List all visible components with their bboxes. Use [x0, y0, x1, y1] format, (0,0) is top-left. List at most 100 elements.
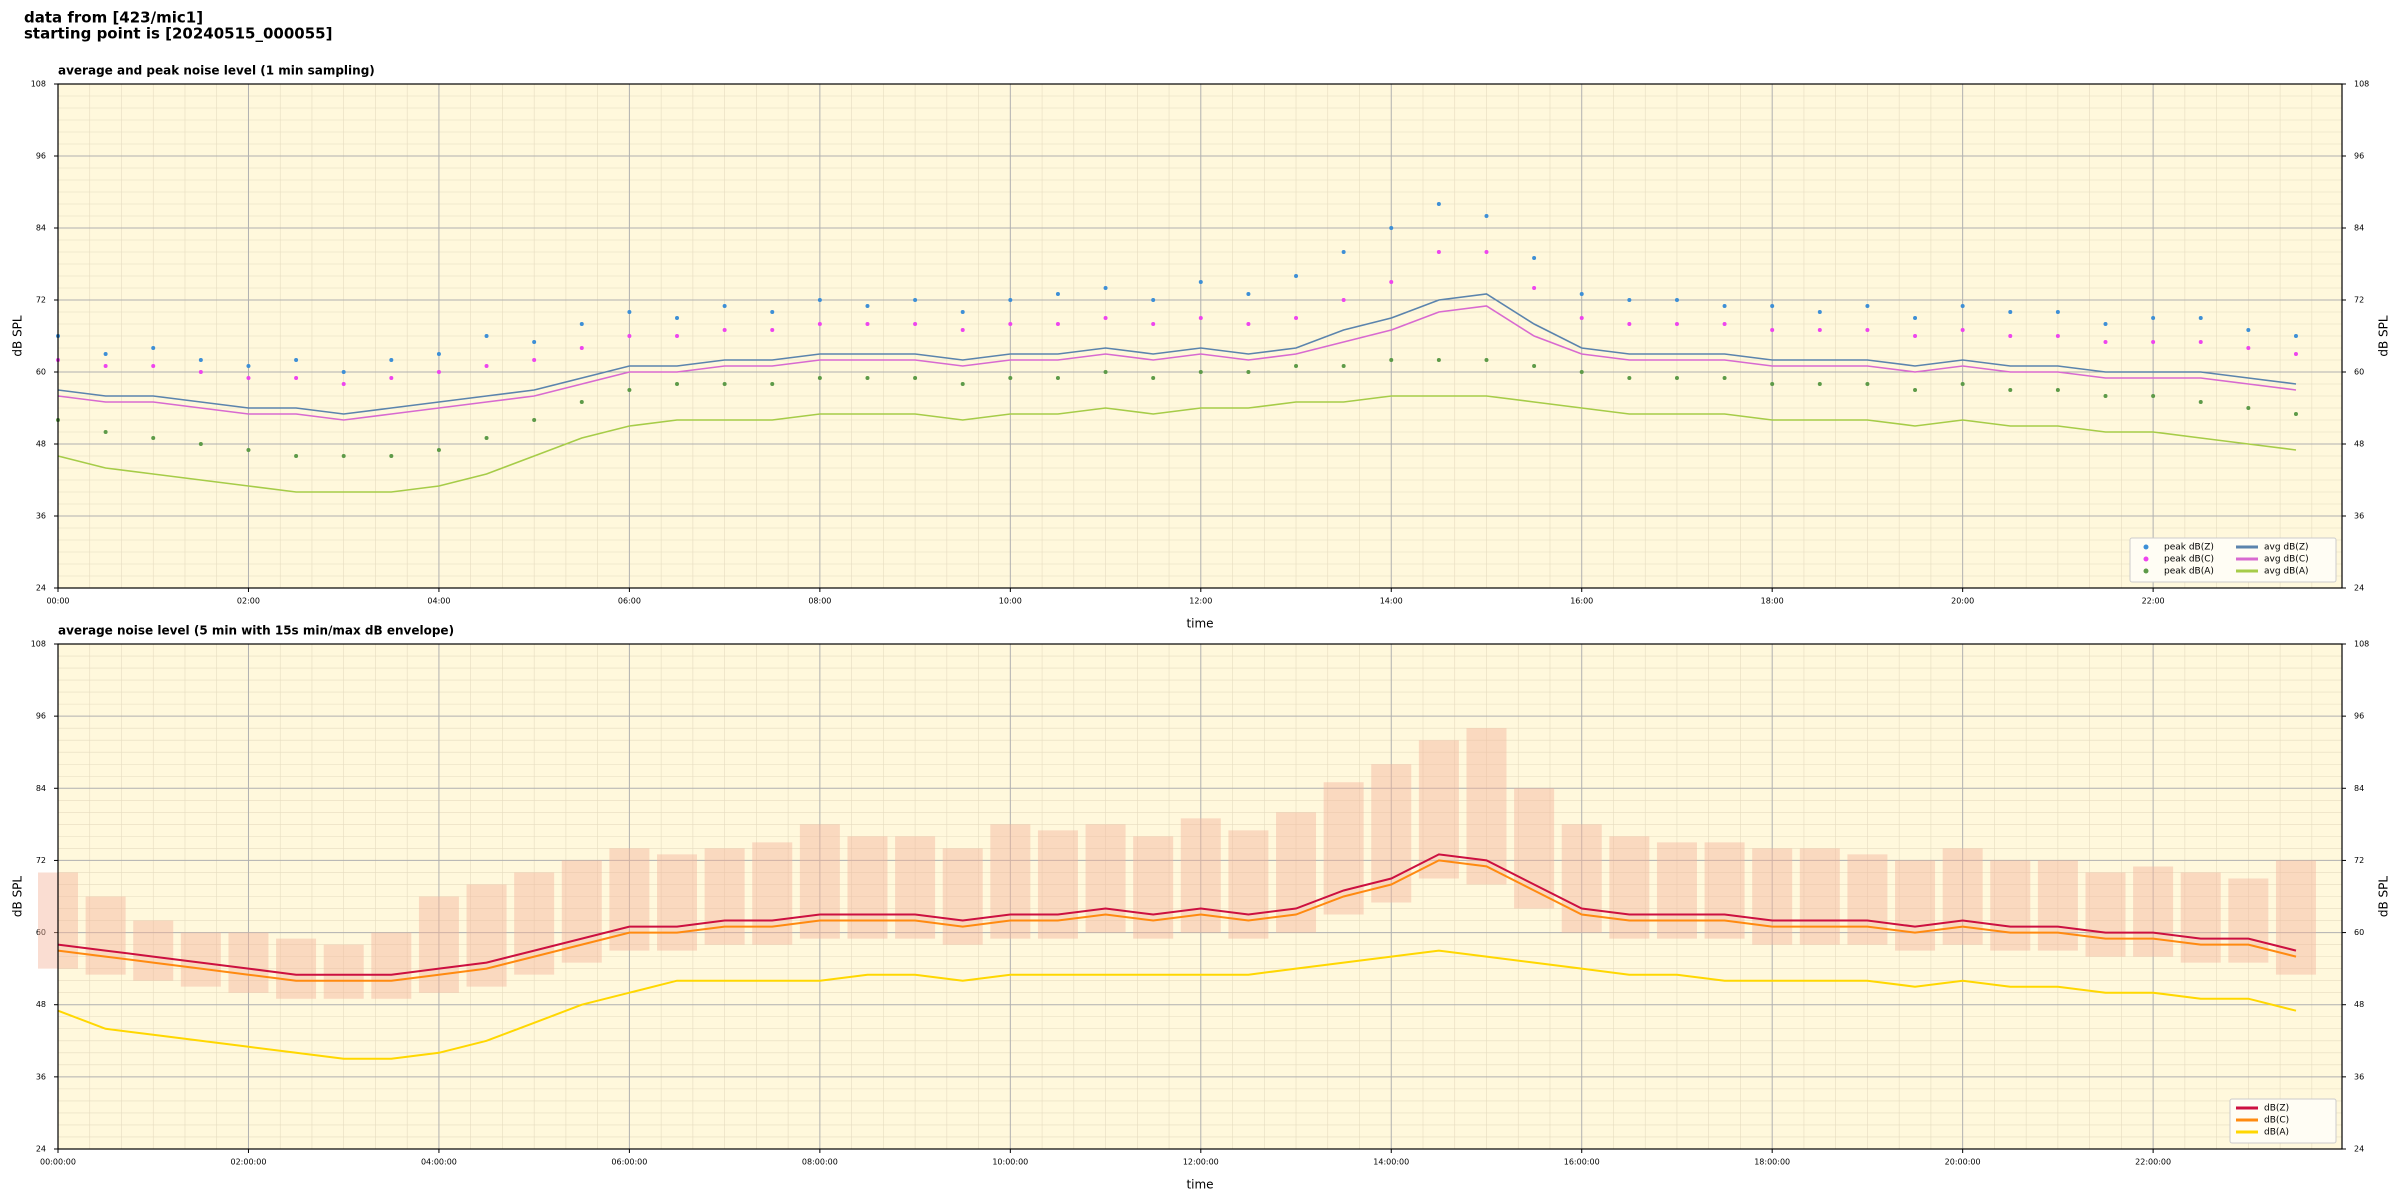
x-tick-label: 04:00: [427, 597, 450, 606]
x-tick-label: 20:00:00: [1945, 1158, 1981, 1167]
legend-label: avg dB(A): [2264, 567, 2308, 577]
peak-point: [1341, 250, 1346, 254]
legend-marker: [2143, 556, 2149, 562]
peak-point: [1484, 358, 1489, 362]
peak-point: [579, 400, 584, 404]
peak-point: [1341, 364, 1346, 368]
peak-point: [817, 298, 822, 302]
peak-point: [1674, 298, 1679, 302]
peak-point: [1198, 316, 1203, 320]
y-tick-label: 36: [36, 1072, 46, 1081]
peak-point: [1674, 376, 1679, 380]
peak-point: [2103, 394, 2108, 398]
peak-point: [2151, 340, 2156, 344]
peak-point: [960, 382, 965, 386]
peak-point: [294, 376, 299, 380]
peak-point: [2103, 322, 2108, 326]
peak-point: [2151, 316, 2156, 320]
y-tick-label: 36: [2354, 1072, 2364, 1081]
peak-point: [722, 328, 727, 332]
series-line: [57, 305, 2297, 421]
peak-point: [865, 376, 870, 380]
x-tick-label: 00:00:00: [40, 1158, 76, 1167]
y-tick-label: 48: [2354, 1000, 2364, 1009]
y-tick-label: 108: [31, 80, 46, 89]
peak-point: [1008, 376, 1013, 380]
peak-point: [103, 352, 108, 356]
peak-point: [1151, 376, 1156, 380]
y-tick-label: 84: [36, 784, 46, 793]
y-tick-label: 72: [2354, 296, 2364, 305]
peak-point: [1294, 316, 1299, 320]
peak-point: [1770, 304, 1775, 308]
plot-frame: [57, 83, 2343, 589]
peak-point: [865, 304, 870, 308]
peak-point: [246, 448, 251, 452]
peak-point: [1484, 214, 1489, 218]
peak-point: [389, 358, 394, 362]
y-tick-label: 24: [36, 1145, 46, 1154]
x-tick-label: 22:00:00: [2135, 1158, 2171, 1167]
legend-label: dB(C): [2264, 1116, 2289, 1126]
y-tick-label: 36: [36, 512, 46, 521]
peak-point: [484, 364, 489, 368]
header-line: starting point is [20240515_000055]: [24, 25, 332, 43]
peak-point: [1436, 250, 1441, 254]
legend-label: peak dB(A): [2164, 567, 2214, 577]
legend-label: avg dB(C): [2264, 555, 2309, 565]
peak-point: [1246, 322, 1251, 326]
legend-marker: [2143, 544, 2149, 550]
peak-point: [1960, 328, 1965, 332]
legend-marker: [2143, 568, 2149, 574]
x-tick-label: 18:00: [1761, 597, 1784, 606]
x-tick-label: 16:00: [1570, 597, 1593, 606]
y-tick-label: 96: [36, 712, 46, 721]
y-tick-label: 48: [36, 1000, 46, 1009]
peak-point: [246, 376, 251, 380]
peak-point: [1389, 280, 1394, 284]
peak-point: [2246, 346, 2251, 350]
y-tick-label: 48: [36, 440, 46, 449]
peak-point: [1913, 388, 1918, 392]
peak-point: [2055, 388, 2060, 392]
peak-point: [1246, 292, 1251, 296]
peak-point: [341, 382, 346, 386]
series-line: [57, 949, 2297, 1060]
peak-point: [103, 364, 108, 368]
y-tick-label: 108: [2354, 80, 2369, 89]
peak-point: [2246, 406, 2251, 410]
peak-point: [341, 370, 346, 374]
chart-title: average noise level (5 min with 15s min/…: [58, 624, 454, 638]
peak-point: [627, 334, 632, 338]
peak-point: [1865, 304, 1870, 308]
peak-point: [1817, 310, 1822, 314]
peak-point: [2008, 310, 2013, 314]
y-tick-label: 24: [2354, 584, 2364, 593]
peak-point: [2008, 388, 2013, 392]
peak-point: [817, 376, 822, 380]
peak-point: [913, 298, 918, 302]
peak-point: [1484, 250, 1489, 254]
peak-point: [532, 340, 537, 344]
y-axis-label: dB SPL: [2377, 315, 2391, 357]
peak-point: [532, 418, 537, 422]
peak-point: [151, 436, 156, 440]
x-tick-label: 14:00:00: [1373, 1158, 1409, 1167]
peak-point: [865, 322, 870, 326]
y-tick-label: 84: [2354, 224, 2364, 233]
legend-label: dB(Z): [2264, 1104, 2289, 1114]
peak-point: [1579, 316, 1584, 320]
peak-point: [2055, 334, 2060, 338]
peak-point: [198, 442, 203, 446]
peak-point: [1103, 370, 1108, 374]
peak-point: [1817, 382, 1822, 386]
peak-point: [2246, 328, 2251, 332]
peak-point: [341, 454, 346, 458]
y-tick-label: 60: [36, 928, 46, 937]
x-tick-label: 02:00:00: [230, 1158, 266, 1167]
x-tick-label: 06:00:00: [611, 1158, 647, 1167]
peak-point: [294, 358, 299, 362]
peak-point: [579, 346, 584, 350]
peak-point: [675, 316, 680, 320]
x-tick-label: 08:00: [808, 597, 831, 606]
